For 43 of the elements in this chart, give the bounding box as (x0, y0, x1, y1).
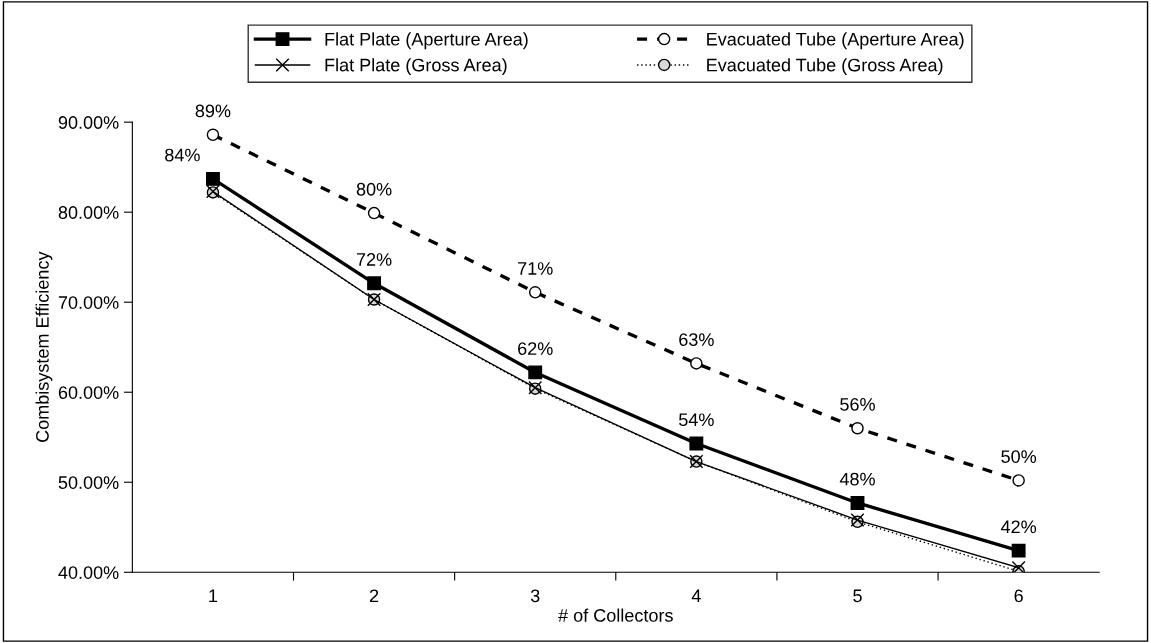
data-label: 89% (195, 104, 231, 118)
legend-label: Flat Plate (Aperture Area) (325, 32, 528, 50)
x-tick-label: 2 (369, 589, 379, 603)
point (367, 276, 382, 291)
y-tick-label: 60.00% (58, 386, 119, 399)
legend-label: Flat Plate (Gross Area) (325, 58, 507, 76)
point (1011, 543, 1026, 558)
data-label: 50% (1001, 450, 1037, 463)
data-label: 71% (518, 262, 553, 275)
point (528, 286, 542, 299)
x-tick-label: 5 (853, 589, 862, 603)
data-label: 80% (356, 182, 392, 196)
data-label: 62% (518, 342, 553, 355)
point (1012, 474, 1025, 487)
data-label: 42% (1000, 520, 1037, 534)
y-tick-label: 40.00% (58, 566, 119, 579)
legend-label: Evacuated Tube (Gross Area) (707, 58, 943, 76)
point (205, 171, 220, 186)
point (850, 496, 865, 510)
y-tick-label: 50.00% (58, 476, 119, 489)
point (206, 128, 220, 142)
x-tick-label: 3 (530, 589, 540, 603)
point (528, 365, 543, 380)
y-tick-label: 70.00% (58, 296, 119, 309)
data-label: 56% (840, 397, 875, 411)
point (1011, 560, 1026, 573)
x-tick-label: 6 (1014, 589, 1023, 603)
x-tick-label: 1 (209, 589, 218, 603)
point (367, 206, 381, 220)
point (689, 436, 704, 451)
x-axis-title: # of Collectors (558, 608, 673, 622)
x-tick-label: 4 (691, 589, 701, 603)
y-axis-title: Combisystem Efficiency (35, 251, 53, 442)
y-tick-label: 90.00% (58, 116, 119, 129)
y-tick-label: 80.00% (58, 206, 119, 219)
data-label: 63% (679, 333, 714, 346)
data-label: 72% (356, 253, 392, 266)
data-label: 48% (839, 472, 875, 486)
data-label: 84% (165, 148, 200, 162)
data-label: 54% (679, 413, 714, 427)
legend-label: Evacuated Tube (Aperture Area) (707, 32, 964, 50)
point (851, 421, 864, 435)
point (690, 357, 703, 370)
